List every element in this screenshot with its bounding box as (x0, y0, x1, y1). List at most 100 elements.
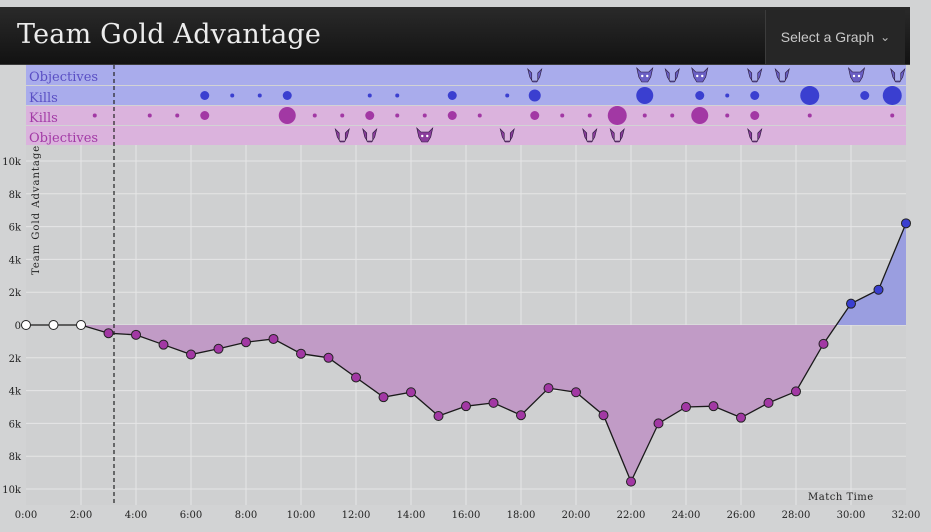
x-tick-label: 30:00 (837, 510, 866, 521)
purple-kill-dot (422, 113, 427, 118)
blue-objectives-label: Objectives (29, 70, 98, 85)
x-tick-label: 14:00 (397, 510, 426, 521)
purple-kill-dot (92, 113, 97, 118)
drake-shape (774, 68, 790, 83)
eye-shape (426, 134, 429, 138)
x-tick-label: 2:00 (70, 510, 92, 521)
y-tick-label: 10k (2, 157, 22, 168)
purple-kill-dot (175, 113, 180, 118)
purple-kill-dot (560, 113, 565, 118)
purple-kill-dot (365, 111, 375, 120)
purple-objectives-label: Objectives (29, 131, 98, 146)
y-tick-label: 10k (2, 485, 22, 496)
blue-kill-dot (860, 91, 870, 100)
x-tick-label: 28:00 (782, 510, 811, 521)
drake-shape (527, 68, 543, 83)
data-point (186, 349, 196, 360)
purple-kill-dot (340, 113, 345, 118)
blue-kill-dot (395, 93, 400, 98)
data-point (213, 343, 224, 354)
x-tick-label: 26:00 (727, 510, 756, 521)
advantage-areas (26, 223, 906, 482)
y-tick-label: 2k (9, 288, 22, 299)
blue-kill-dot (528, 89, 541, 102)
drake-shape (664, 68, 680, 83)
data-point (241, 337, 251, 348)
y-tick-label: 6k (9, 223, 22, 234)
y-tick-label: 2k (9, 354, 22, 365)
drake-shape (747, 68, 763, 83)
data-point (846, 298, 856, 309)
drake-icon (774, 68, 790, 83)
data-point (763, 397, 774, 408)
data-point (21, 320, 31, 330)
drake-icon (334, 128, 350, 143)
data-point (516, 410, 526, 421)
data-point (791, 386, 801, 397)
y-tick-label: 6k (9, 419, 22, 430)
y-axis-label: Team Gold Advantage (31, 145, 42, 275)
baron-icon (416, 127, 434, 143)
x-tick-label: 10:00 (287, 510, 316, 521)
x-tick-label: 24:00 (672, 510, 701, 521)
drake-shape (890, 68, 906, 83)
data-point (873, 284, 884, 295)
data-point (351, 372, 361, 383)
axes: Team Gold Advantage Match Time (31, 145, 873, 503)
data-point (48, 320, 59, 330)
purple-kill-dot (278, 107, 296, 124)
purple-kill-dot (447, 111, 457, 120)
event-lanes (26, 65, 906, 145)
drake-icon (747, 68, 763, 83)
blue-kill-dot (800, 86, 820, 105)
purple-advantage-area (26, 325, 837, 482)
select-graph-label: Select a Graph (780, 29, 875, 45)
data-point (103, 328, 114, 339)
chevron-down-icon: ⌄ (880, 30, 891, 44)
blue-kill-dot (636, 87, 654, 104)
purple-kill-dot (725, 113, 730, 118)
eye-shape (421, 134, 424, 138)
data-point (131, 329, 141, 340)
baron-shape (636, 67, 654, 83)
x-tick-label: 22:00 (617, 510, 646, 521)
data-point (461, 401, 471, 412)
drake-shape (582, 128, 598, 143)
purple-kills-label: Kills (29, 111, 58, 126)
blue-kill-dot (257, 93, 262, 98)
data-point (626, 476, 636, 487)
data-point (406, 387, 416, 398)
eye-shape (857, 74, 861, 78)
drake-icon (527, 68, 543, 83)
data-points (21, 218, 911, 487)
blue-kill-dot (367, 93, 372, 98)
x-tick-label: 8:00 (235, 510, 257, 521)
x-tick-label: 12:00 (342, 510, 371, 521)
data-point (901, 218, 911, 229)
x-tick-label: 6:00 (180, 510, 202, 521)
y-tick-label: 4k (9, 387, 22, 398)
purple-kill-dot (642, 113, 647, 118)
y-tick-label: 8k (9, 452, 22, 463)
select-graph-dropdown[interactable]: Select a Graph ⌄ (765, 10, 905, 64)
drake-shape (362, 128, 378, 143)
drake-shape (609, 128, 625, 143)
purple-kill-dot (750, 111, 760, 120)
drake-icon (362, 128, 378, 143)
blue-kill-dot (282, 91, 292, 100)
lane-labels: Objectives Kills Kills Objectives (29, 70, 98, 146)
baron-shape (691, 67, 709, 83)
drake-icon (499, 128, 515, 143)
blue-kill-dot (505, 93, 510, 98)
blue-kills-lane (26, 86, 906, 105)
data-point (708, 401, 719, 412)
data-point (268, 333, 279, 344)
graph-title: Team Gold Advantage (17, 19, 322, 50)
x-tick-label: 32:00 (892, 510, 921, 521)
blue-kill-dot (200, 91, 210, 100)
eye-shape (696, 74, 699, 78)
drake-shape (747, 128, 763, 143)
eye-shape (852, 74, 856, 78)
